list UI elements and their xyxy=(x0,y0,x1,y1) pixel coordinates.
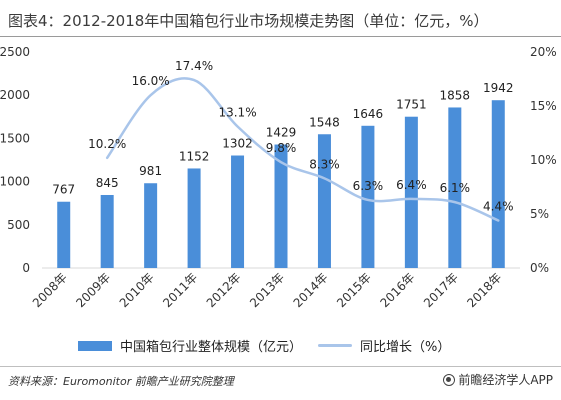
chart-title: 图表4：2012-2018年中国箱包行业市场规模走势图（单位：亿元，%） xyxy=(8,12,489,30)
bar xyxy=(231,155,245,268)
x-tick-label: 2015年 xyxy=(334,270,374,310)
line-value-label: 16.0% xyxy=(132,74,170,88)
x-tick-label: 2016年 xyxy=(378,270,418,310)
y-right-tick-label: 15% xyxy=(530,99,557,113)
bar-value-label: 1548 xyxy=(309,115,340,129)
x-tick-label: 2008年 xyxy=(30,270,70,310)
line-value-label: 8.3% xyxy=(309,157,340,171)
x-tick-label: 2013年 xyxy=(247,270,287,310)
y-right-tick-label: 10% xyxy=(530,153,557,167)
bar-value-label: 1429 xyxy=(266,126,297,140)
brand-attribution: 前瞻经济学人APP xyxy=(443,371,553,388)
bar xyxy=(404,116,418,269)
x-tick-label: 2009年 xyxy=(73,270,113,310)
line-value-label: 9.8% xyxy=(266,141,297,155)
legend-item-bar: 中国箱包行业整体规模（亿元） xyxy=(78,336,302,355)
legend-swatch-line xyxy=(318,344,352,347)
x-tick-label: 2012年 xyxy=(204,270,244,310)
x-tick-label: 2011年 xyxy=(160,270,200,310)
bar-value-label: 1751 xyxy=(396,98,427,112)
brand-logo-icon xyxy=(443,373,456,386)
bar-value-label: 981 xyxy=(139,164,162,178)
bar-value-label: 1152 xyxy=(179,149,210,163)
y-left-tick-label: 1500 xyxy=(0,131,30,145)
title-divider xyxy=(0,36,561,37)
y-left-tick-label: 1000 xyxy=(0,175,30,189)
line-value-label: 6.4% xyxy=(396,178,427,192)
bar-value-label: 1942 xyxy=(483,81,514,95)
line-value-label: 13.1% xyxy=(218,106,256,120)
y-left-tick-label: 2000 xyxy=(0,88,30,102)
legend-label-bar: 中国箱包行业整体规模（亿元） xyxy=(120,340,303,355)
bar-value-label: 767 xyxy=(52,183,75,197)
bar xyxy=(448,107,462,268)
bar xyxy=(187,168,201,268)
y-right-tick-label: 20% xyxy=(530,45,557,59)
bar xyxy=(361,125,375,268)
line-value-label: 6.3% xyxy=(353,179,384,193)
footer-divider xyxy=(0,366,561,367)
bar-value-label: 1858 xyxy=(440,88,471,102)
bar-value-label: 845 xyxy=(96,176,119,190)
bar xyxy=(144,183,158,268)
line-value-label: 6.1% xyxy=(440,181,471,195)
legend-item-line: 同比增长（%） xyxy=(318,336,450,355)
y-left-tick-label: 2500 xyxy=(0,45,30,59)
x-tick-label: 2017年 xyxy=(421,270,461,310)
y-left-tick-label: 0 xyxy=(22,261,30,275)
bar xyxy=(57,201,71,268)
line-value-label: 17.4% xyxy=(175,59,213,73)
line-value-label: 10.2% xyxy=(88,137,126,151)
legend-label-line: 同比增长（%） xyxy=(360,340,451,355)
line-value-label: 4.4% xyxy=(483,199,514,213)
y-left-tick-label: 500 xyxy=(7,218,30,232)
bar-value-label: 1302 xyxy=(222,137,253,151)
x-tick-label: 2010年 xyxy=(117,270,157,310)
source-note: 资料来源：Euromonitor 前瞻产业研究院整理 xyxy=(8,375,234,388)
growth-line xyxy=(105,77,500,222)
x-tick-label: 2018年 xyxy=(464,270,504,310)
legend-swatch-bar xyxy=(78,340,112,351)
bar xyxy=(317,134,331,268)
bar xyxy=(491,100,505,268)
bar xyxy=(274,144,288,268)
bar xyxy=(100,194,114,268)
bar-value-label: 1646 xyxy=(353,107,384,121)
brand-label: 前瞻经济学人APP xyxy=(458,373,553,387)
y-right-tick-label: 0% xyxy=(530,261,549,275)
x-tick-label: 2014年 xyxy=(291,270,331,310)
y-right-tick-label: 5% xyxy=(530,207,549,221)
